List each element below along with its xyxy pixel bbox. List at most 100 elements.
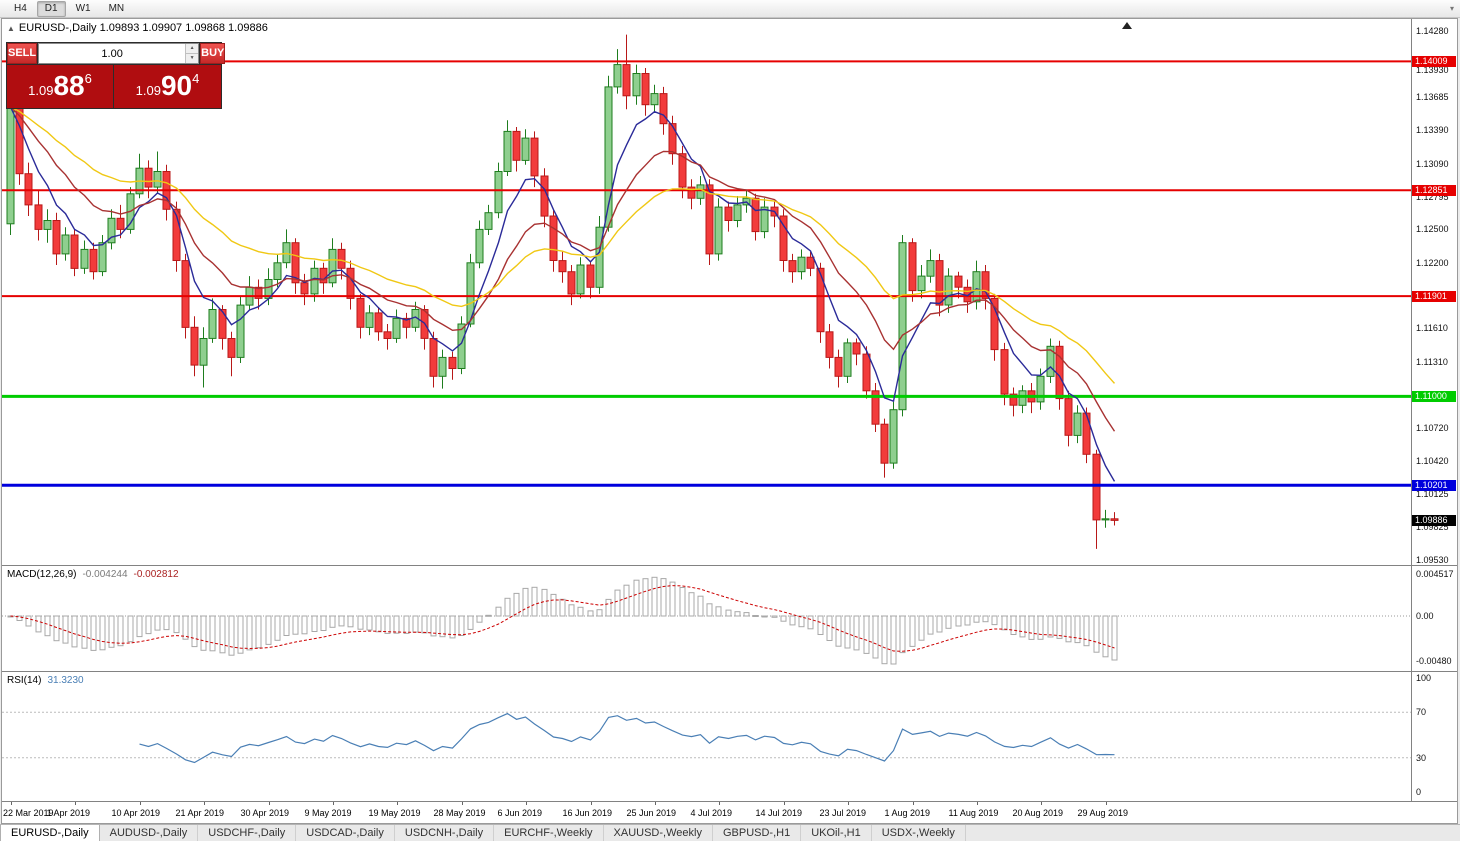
date-tick	[268, 802, 270, 805]
price-tick: 1.09825	[1416, 522, 1449, 533]
date-tick	[847, 802, 849, 805]
sell-button[interactable]: SELL	[7, 43, 38, 64]
price-badge: 1.11000	[1412, 390, 1456, 402]
date-label: 19 May 2019	[368, 808, 421, 818]
date-label: 23 Jul 2019	[819, 808, 867, 818]
timeframe-button-mn[interactable]: MN	[108, 2, 125, 14]
buy-price-display[interactable]: 1.09 90 4	[114, 65, 221, 108]
macd-value-main: -0.004244	[82, 569, 128, 580]
date-label: 4 Jul 2019	[690, 808, 733, 818]
symbol-tab-audusd-daily[interactable]: AUDUSD-,Daily	[100, 825, 199, 841]
toolbar-overflow-icon[interactable]: ▾	[1449, 4, 1454, 13]
date-tick	[718, 802, 720, 805]
price-badge: 1.11901	[1412, 290, 1456, 302]
date-tick	[976, 802, 978, 805]
buy-button[interactable]: BUY	[200, 43, 226, 64]
date-label: 30 Apr 2019	[240, 808, 290, 818]
date-tick	[654, 802, 656, 805]
macd-panel: MACD(12,26,9) -0.004244 -0.002812 0.004517…	[2, 565, 1457, 671]
sell-price-display[interactable]: 1.09 88 6	[7, 65, 113, 108]
rsi-axis[interactable]: 100 70 30 0	[1411, 672, 1457, 801]
price-tick: 1.12500	[1416, 224, 1449, 235]
date-label: 28 May 2019	[433, 808, 486, 818]
date-tick	[461, 802, 463, 805]
rsi-plot[interactable]	[2, 672, 1411, 801]
symbol-tab-usdx-weekly[interactable]: USDX-,Weekly	[872, 825, 966, 841]
price-tick: 1.12795	[1416, 191, 1449, 202]
chart-title: ▲ EURUSD-,Daily 1.09893 1.09907 1.09868 1…	[7, 22, 268, 34]
timeframe-button-d1[interactable]: D1	[36, 0, 66, 17]
rsi-axis-value: 0	[1416, 787, 1422, 797]
price-badge: 1.14009	[1412, 55, 1456, 67]
price-tick: 1.12200	[1416, 257, 1449, 268]
sell-price-big: 88	[53, 70, 85, 101]
main-chart-plot[interactable]	[2, 19, 1411, 565]
date-label: 1 Apr 2019	[46, 808, 91, 818]
macd-plot[interactable]	[2, 566, 1411, 671]
date-tick	[912, 802, 914, 805]
price-badge: 1.10201	[1412, 479, 1456, 491]
price-tick: 1.09530	[1416, 554, 1449, 565]
symbol-tab-eurusd-daily[interactable]: EURUSD-,Daily	[0, 825, 100, 841]
date-tick	[203, 802, 205, 805]
symbol-tab-usdcad-daily[interactable]: USDCAD-,Daily	[296, 825, 395, 841]
symbol-tab-ukoil-h1[interactable]: UKOil-,H1	[801, 825, 872, 841]
rsi-axis-value: 70	[1416, 707, 1427, 718]
timeframe-button-h4[interactable]: H4	[14, 2, 27, 14]
date-label: 20 Aug 2019	[1012, 808, 1064, 818]
rsi-label: RSI(14) 31.3230	[7, 675, 84, 686]
price-badge: 1.09886	[1412, 514, 1456, 526]
rsi-chart	[2, 711, 1411, 764]
date-label: 14 Jul 2019	[755, 808, 803, 818]
price-tick: 1.10720	[1416, 422, 1449, 433]
symbol-tab-gbpusd-h1[interactable]: GBPUSD-,H1	[713, 825, 802, 841]
date-axis[interactable]: 22 Mar 2019 1 Apr 2019 10 Apr 2019 21 Apr 2…	[2, 801, 1457, 823]
buy-price-prefix: 1.09	[135, 83, 161, 98]
price-tick: 1.10125	[1416, 488, 1449, 499]
date-label: 29 Aug 2019	[1077, 808, 1129, 818]
price-tick: 1.14280	[1416, 26, 1449, 37]
price-tick: 1.13930	[1416, 65, 1449, 76]
symbol-tab-eurchf-weekly[interactable]: EURCHF-,Weekly	[494, 825, 604, 841]
symbol-tab-usdcnh-daily[interactable]: USDCNH-,Daily	[395, 825, 495, 841]
date-tick	[1040, 802, 1042, 805]
macd-chart	[2, 576, 1411, 665]
volume-increase-button[interactable]: ▲	[186, 44, 199, 54]
chart-window: ▲ EURUSD-,Daily 1.09893 1.09907 1.09868 1…	[1, 18, 1458, 824]
volume-field: ▲ ▼	[38, 43, 200, 64]
sell-price-sup: 6	[84, 71, 92, 86]
volume-input[interactable]	[39, 44, 186, 63]
main-chart-panel: 1.14280 1.13930 1.13685 1.13390 1.13090 1.127…	[2, 19, 1457, 565]
price-tick: 1.11310	[1416, 356, 1448, 367]
date-tick	[590, 802, 592, 805]
macd-axis-value: -0.00480	[1416, 655, 1452, 666]
rsi-axis-value: 100	[1416, 673, 1432, 683]
date-label: 9 May 2019	[304, 808, 352, 818]
top-toolbar: H4 D1 W1 MN ▾	[0, 0, 1460, 18]
candlestick-chart	[2, 22, 1411, 549]
symbol-tab-bar: EURUSD-,Daily AUDUSD-,Daily USDCHF-,Daily U…	[0, 824, 1460, 841]
macd-axis[interactable]: 0.004517 0.00 -0.00480	[1411, 566, 1457, 671]
timeframe-button-w1[interactable]: W1	[75, 2, 91, 14]
date-label: 21 Apr 2019	[175, 808, 225, 818]
symbol-tab-usdchf-daily[interactable]: USDCHF-,Daily	[198, 825, 297, 841]
price-tick: 1.13090	[1416, 158, 1449, 169]
date-tick	[332, 802, 334, 805]
macd-value-signal: -0.002812	[133, 569, 179, 580]
date-label: 22 Mar 2019	[3, 808, 54, 818]
chart-title-text: EURUSD-,Daily 1.09893 1.09907 1.09868 1.…	[18, 22, 268, 34]
rsi-axis-value: 30	[1416, 752, 1427, 763]
price-axis[interactable]: 1.14280 1.13930 1.13685 1.13390 1.13090 1.127…	[1411, 19, 1457, 565]
price-tick: 1.13685	[1416, 92, 1449, 103]
rsi-value: 31.3230	[47, 675, 84, 686]
price-tick: 1.11610	[1416, 323, 1448, 334]
rsi-panel: RSI(14) 31.3230 100 70 30 0	[2, 671, 1457, 801]
date-tick	[525, 802, 527, 805]
date-tick	[10, 802, 12, 805]
date-tick	[783, 802, 785, 805]
macd-label: MACD(12,26,9) -0.004244 -0.002812	[7, 569, 179, 580]
trade-panel-toggle-icon[interactable]: ▲	[7, 24, 15, 33]
symbol-tab-xauusd-weekly[interactable]: XAUUSD-,Weekly	[604, 825, 713, 841]
date-label: 1 Aug 2019	[884, 808, 931, 818]
volume-decrease-button[interactable]: ▼	[186, 54, 199, 63]
